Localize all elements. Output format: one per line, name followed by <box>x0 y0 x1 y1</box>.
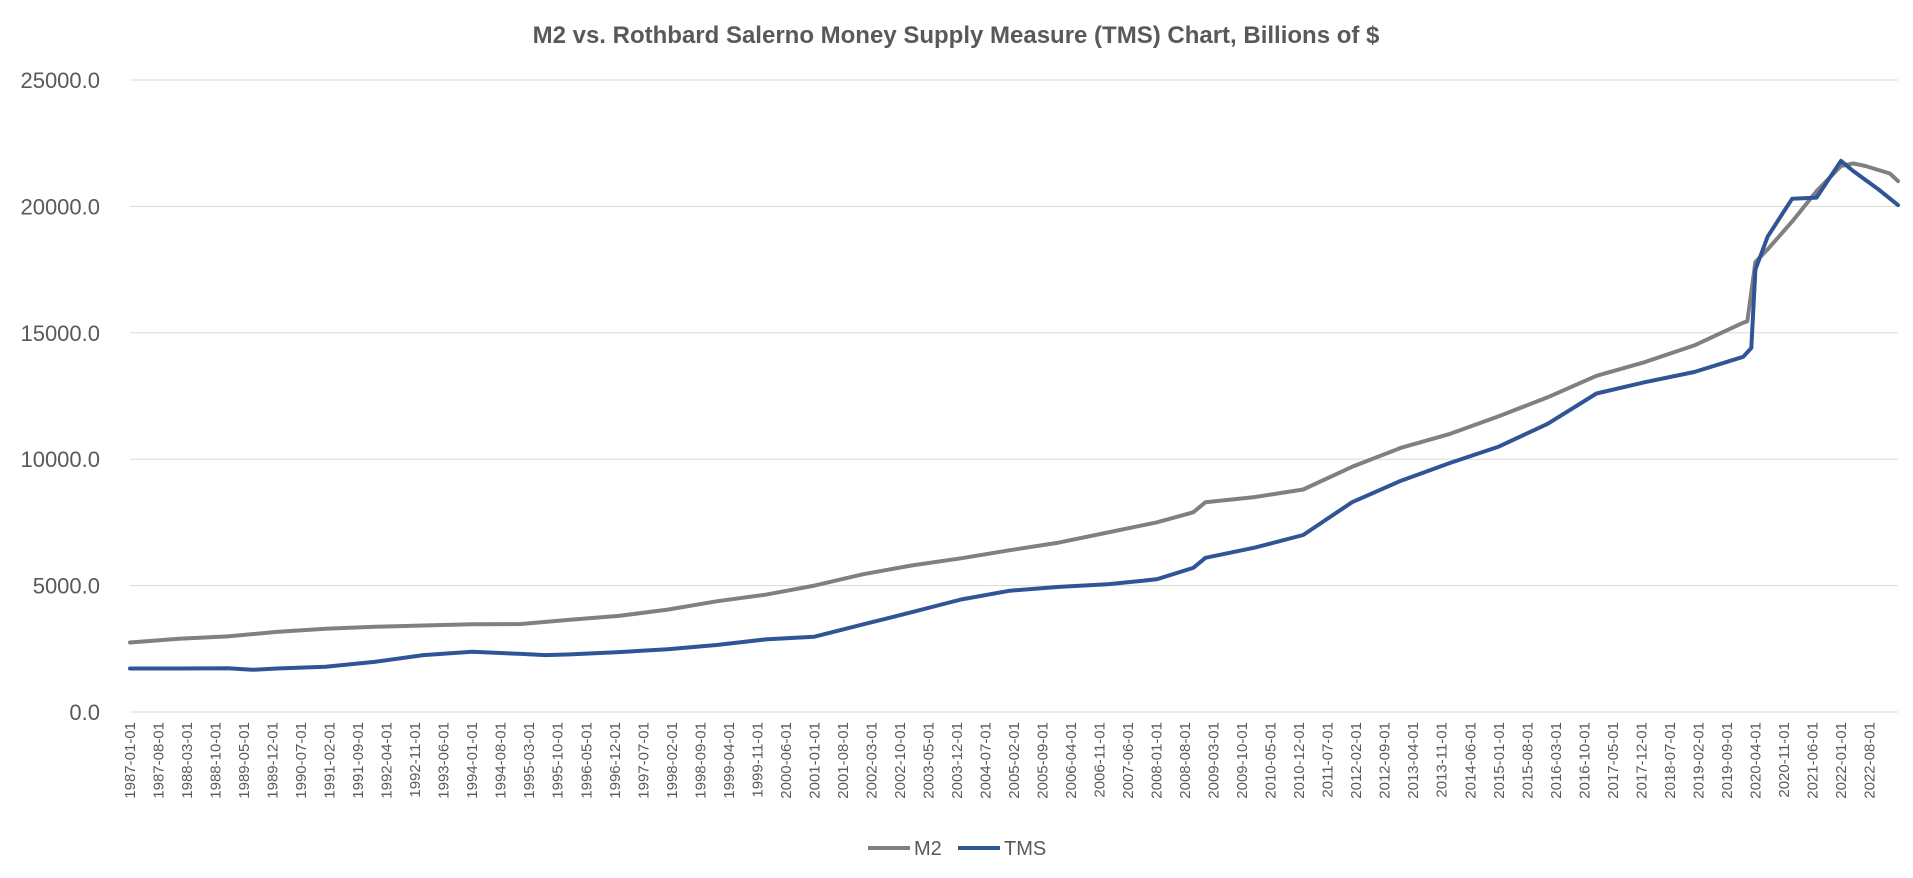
y-tick-label: 20000.0 <box>20 194 100 219</box>
x-tick-label: 1995-10-01 <box>550 722 567 799</box>
x-tick-label: 2022-08-01 <box>1861 722 1878 799</box>
x-tick-label: 1987-08-01 <box>151 722 168 799</box>
x-tick-label: 2021-06-01 <box>1804 722 1821 799</box>
x-tick-label: 2003-05-01 <box>920 722 937 799</box>
x-tick-label: 1997-07-01 <box>635 722 652 799</box>
x-tick-label: 2000-06-01 <box>778 722 795 799</box>
x-axis-labels: 1987-01-01 1987-08-01 1988-03-01 1988-10-01… <box>122 722 1878 799</box>
legend-label-tms: TMS <box>1004 838 1046 860</box>
series-lines <box>128 158 1900 672</box>
gridlines <box>130 79 1898 713</box>
x-tick-label: 2020-11-01 <box>1776 722 1793 798</box>
x-tick-label: 2017-05-01 <box>1605 722 1622 799</box>
x-tick-label: 1996-12-01 <box>607 722 624 799</box>
legend: M2 TMS <box>868 838 1046 860</box>
x-tick-label: 2004-07-01 <box>977 722 994 799</box>
x-tick-label: 2019-02-01 <box>1690 722 1707 799</box>
x-tick-label: 1998-09-01 <box>692 722 709 799</box>
x-tick-label: 1992-11-01 <box>407 722 424 798</box>
x-tick-label: 2015-01-01 <box>1491 722 1508 799</box>
y-tick-label: 25000.0 <box>20 68 100 93</box>
x-tick-label: 2012-09-01 <box>1377 722 1394 799</box>
x-tick-label: 2009-10-01 <box>1234 722 1251 799</box>
x-tick-label: 2012-02-01 <box>1348 722 1365 799</box>
series-line-tms <box>128 158 1900 672</box>
x-tick-label: 2010-12-01 <box>1291 722 1308 799</box>
x-tick-label: 1998-02-01 <box>664 722 681 799</box>
x-tick-label: 2020-04-01 <box>1747 722 1764 799</box>
x-tick-label: 2001-01-01 <box>806 722 823 799</box>
x-tick-label: 2008-08-01 <box>1177 722 1194 799</box>
x-tick-label: 2001-08-01 <box>835 722 852 799</box>
x-tick-label: 1995-03-01 <box>521 722 538 799</box>
x-tick-label: 1988-03-01 <box>179 722 196 799</box>
x-tick-label: 2002-03-01 <box>863 722 880 799</box>
series-line-m2 <box>128 161 1900 645</box>
x-tick-label: 2002-10-01 <box>892 722 909 799</box>
x-tick-label: 2022-01-01 <box>1833 722 1850 799</box>
x-tick-label: 2016-10-01 <box>1576 722 1593 799</box>
x-tick-label: 2009-03-01 <box>1206 722 1223 799</box>
x-tick-label: 2008-01-01 <box>1149 722 1166 799</box>
x-tick-label: 1988-10-01 <box>208 722 225 799</box>
x-tick-label: 2007-06-01 <box>1120 722 1137 799</box>
x-tick-label: 1994-01-01 <box>464 722 481 799</box>
x-tick-label: 1994-08-01 <box>493 722 510 799</box>
x-tick-label: 1987-01-01 <box>122 722 139 799</box>
x-tick-label: 1991-02-01 <box>322 722 339 799</box>
x-tick-label: 1999-11-01 <box>749 722 766 798</box>
x-tick-label: 1991-09-01 <box>350 722 367 799</box>
x-tick-label: 1990-07-01 <box>293 722 310 799</box>
x-tick-label: 1989-05-01 <box>236 722 253 799</box>
x-tick-label: 2005-02-01 <box>1006 722 1023 799</box>
y-tick-label: 15000.0 <box>20 321 100 346</box>
x-tick-label: 2010-05-01 <box>1263 722 1280 799</box>
y-axis-labels: 0.0 5000.0 10000.0 15000.0 20000.0 25000.0 <box>20 68 100 725</box>
x-tick-label: 2014-06-01 <box>1462 722 1479 799</box>
x-tick-label: 2018-07-01 <box>1662 722 1679 799</box>
x-tick-label: 1993-06-01 <box>436 722 453 799</box>
chart-title: M2 vs. Rothbard Salerno Money Supply Mea… <box>533 22 1380 49</box>
x-tick-label: 2013-11-01 <box>1434 722 1451 798</box>
legend-label-m2: M2 <box>914 838 942 860</box>
x-tick-label: 2005-09-01 <box>1035 722 1052 799</box>
x-tick-label: 2013-04-01 <box>1405 722 1422 799</box>
x-tick-label: 1989-12-01 <box>265 722 282 799</box>
x-tick-label: 2006-04-01 <box>1063 722 1080 799</box>
y-tick-label: 10000.0 <box>20 447 100 472</box>
x-tick-label: 2015-08-01 <box>1519 722 1536 799</box>
x-tick-label: 2017-12-01 <box>1633 722 1650 799</box>
x-tick-label: 2016-03-01 <box>1548 722 1565 799</box>
x-tick-label: 1999-04-01 <box>721 722 738 799</box>
x-tick-label: 1996-05-01 <box>578 722 595 799</box>
x-tick-label: 2003-12-01 <box>949 722 966 799</box>
y-tick-label: 0.0 <box>69 700 100 725</box>
x-tick-label: 2006-11-01 <box>1092 722 1109 798</box>
x-tick-label: 2019-09-01 <box>1719 722 1736 799</box>
x-tick-label: 1992-04-01 <box>379 722 396 799</box>
x-tick-label: 2011-07-01 <box>1320 722 1337 798</box>
y-tick-label: 5000.0 <box>33 574 100 599</box>
